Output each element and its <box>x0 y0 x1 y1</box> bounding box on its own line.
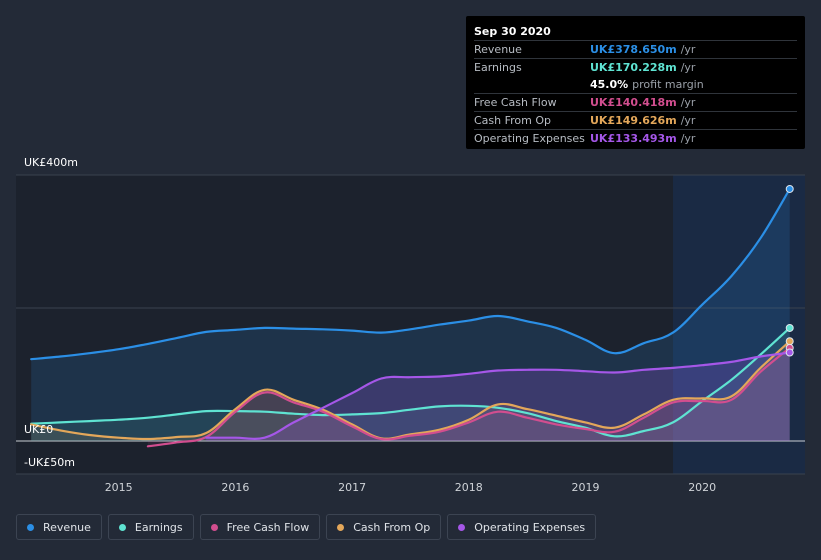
fcf-area <box>147 347 790 447</box>
revenue-line <box>30 187 791 361</box>
tooltip-date: Sep 30 2020 <box>474 25 551 38</box>
tooltip-panel: Sep 30 2020 Revenue UK£378.650m/yr Earning… <box>466 16 805 149</box>
tooltip-row-unit: /yr <box>680 96 696 109</box>
tooltip-row: Operating Expenses UK£133.493m/yr <box>474 129 797 147</box>
tooltip-row-value: UK£149.626m <box>590 114 677 127</box>
x-tick-2017: 2017 <box>338 481 366 494</box>
tooltip-row-unit: /yr <box>680 43 696 56</box>
tooltip-row-unit: /yr <box>680 61 696 74</box>
legend-item-cash-from-op[interactable]: Cash From Op <box>326 514 442 540</box>
tooltip-row: Free Cash Flow UK£140.418m/yr <box>474 93 797 111</box>
series-lines <box>30 187 791 448</box>
tooltip-row-value: UK£170.228m <box>590 61 677 74</box>
series-end-dots <box>785 184 794 357</box>
tooltip-row: Earnings UK£170.228m/yr <box>474 58 797 76</box>
tooltip-row-label: Free Cash Flow <box>474 96 557 109</box>
legend: Revenue Earnings Free Cash Flow Cash From O… <box>16 514 597 540</box>
legend-item-earnings[interactable]: Earnings <box>107 514 194 540</box>
y-axis-labels: UK£400m UK£0 -UK£50m <box>24 156 78 469</box>
revenue-end-dot <box>785 184 794 193</box>
tooltip-rows: Revenue UK£378.650m/yr Earnings UK£170.228m… <box>474 40 797 147</box>
legend-label: Earnings <box>134 520 183 534</box>
legend-label: Revenue <box>43 520 91 534</box>
y-label-0: UK£0 <box>24 423 53 436</box>
legend-item-free-cash-flow[interactable]: Free Cash Flow <box>199 514 321 540</box>
cfo-end-dot <box>785 337 794 346</box>
opex-end-dot <box>785 348 794 357</box>
tooltip-row-value: UK£140.418m <box>590 96 677 109</box>
y-label--50: -UK£50m <box>24 456 75 469</box>
highlight-band <box>673 175 805 474</box>
x-tick-2018: 2018 <box>455 481 483 494</box>
tooltip-row-unit: /yr <box>680 114 696 127</box>
x-tick-2020: 2020 <box>688 481 716 494</box>
legend-label: Free Cash Flow <box>226 520 310 534</box>
gridlines <box>16 174 805 475</box>
legend-label: Operating Expenses <box>474 520 586 534</box>
legend-dot-icon <box>458 523 466 531</box>
tooltip-row-value: 45.0% <box>590 78 629 91</box>
legend-dot-icon <box>337 523 345 531</box>
tooltip-row: Cash From Op UK£149.626m/yr <box>474 111 797 129</box>
tooltip-row-unit: /yr <box>680 132 696 145</box>
tooltip-row-value: UK£378.650m <box>590 43 677 56</box>
tooltip-row-label <box>474 76 590 93</box>
tooltip-row: 45.0% profit margin <box>474 76 797 93</box>
opex-line <box>205 351 791 440</box>
legend-dot-icon <box>118 523 126 531</box>
tooltip-row-unit: profit margin <box>632 78 704 91</box>
revenue-area <box>31 189 790 441</box>
cfo-line <box>30 340 791 441</box>
earnings-area <box>31 327 790 441</box>
legend-item-operating-expenses[interactable]: Operating Expenses <box>447 514 597 540</box>
legend-item-revenue[interactable]: Revenue <box>16 514 102 540</box>
x-tick-2015: 2015 <box>105 481 133 494</box>
x-axis-labels: 2015 2016 2017 2018 2019 2020 <box>105 481 716 494</box>
tooltip-row-label: Revenue <box>474 43 522 56</box>
cfo-area <box>31 341 790 441</box>
tooltip-row-label: Cash From Op <box>474 114 552 127</box>
fcf-line <box>146 346 791 448</box>
x-tick-2019: 2019 <box>571 481 599 494</box>
tooltip-row-label: Earnings <box>474 61 522 74</box>
legend-dot-icon <box>210 523 218 531</box>
y-label-400: UK£400m <box>24 156 78 169</box>
tooltip-row-value: UK£133.493m <box>590 132 677 145</box>
legend-dot-icon <box>27 523 34 531</box>
x-tick-2016: 2016 <box>221 481 249 494</box>
earnings-line <box>30 326 791 438</box>
tooltip-row-label: Operating Expenses <box>474 132 585 145</box>
tooltip-row: Revenue UK£378.650m/yr <box>474 40 797 58</box>
earnings-end-dot <box>785 323 794 332</box>
legend-label: Cash From Op <box>353 520 431 534</box>
